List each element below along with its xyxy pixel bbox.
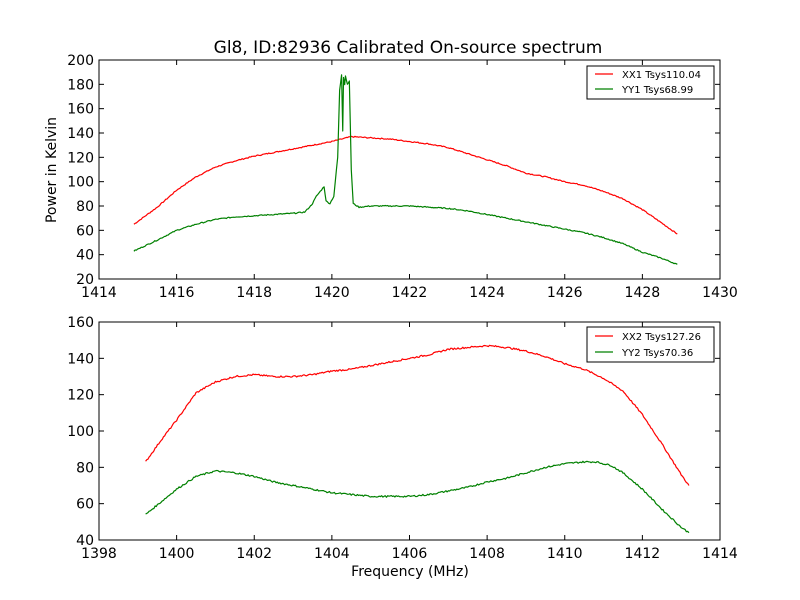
- bottom-plot-ticks: 1398 1400 1402 1404 1406 1408 1410 1412 1414 40 60…: [67, 315, 738, 562]
- top-series-line-xx1: [133, 135, 678, 235]
- bottom-series-line-yy2: [145, 460, 690, 534]
- bottom-legend: XX2 Tsys127.26 YY2 Tsys70.36: [586, 326, 715, 363]
- top-y-axis-label: Power in Kelvin: [44, 117, 60, 223]
- top-x-tick-label: 1420: [314, 285, 350, 301]
- bottom-y-tick-label: 160: [67, 315, 94, 331]
- top-y-tick-label: 60: [76, 223, 94, 239]
- top-x-tick-label: 1430: [702, 285, 738, 301]
- bottom-legend-label-yy2: YY2 Tsys70.36: [621, 348, 693, 359]
- top-series-line-yy1: [133, 74, 678, 265]
- top-y-tick-label: 120: [67, 150, 94, 166]
- bottom-x-tick-label: 1412: [625, 546, 661, 562]
- bottom-y-tick-label: 120: [67, 388, 94, 404]
- top-plot-lines: [133, 74, 678, 265]
- top-x-tick-label: 1426: [547, 285, 583, 301]
- bottom-y-tick-label: 60: [76, 497, 94, 513]
- bottom-x-tick-label: 1410: [547, 546, 583, 562]
- bottom-y-tick-label: 140: [67, 351, 94, 367]
- top-legend: XX1 Tsys110.04 YY1 Tsys68.99: [586, 65, 715, 100]
- bottom-x-tick-label: 1402: [236, 546, 272, 562]
- bottom-legend-box: [586, 326, 715, 363]
- bottom-x-axis-label: Frequency (MHz): [351, 564, 469, 580]
- top-x-tick-label: 1418: [236, 285, 272, 301]
- top-y-tick-label: 140: [67, 126, 94, 142]
- top-x-tick-label: 1416: [159, 285, 195, 301]
- bottom-x-tick-label: 1408: [469, 546, 505, 562]
- bottom-x-tick-label: 1398: [81, 546, 117, 562]
- chart-title: Gl8, ID:82936 Calibrated On-source spect…: [214, 38, 603, 58]
- top-plot-ticks: 1414 1416 1418 1420 1422 1424 1426 1428 1430 20 40…: [67, 53, 738, 301]
- bottom-series-line-xx2: [145, 344, 690, 486]
- top-x-tick-label: 1424: [469, 285, 505, 301]
- top-y-tick-label: 20: [76, 272, 94, 288]
- top-y-tick-label: 80: [76, 199, 94, 215]
- bottom-plot: 1398 1400 1402 1404 1406 1408 1410 1412 1414 40 60…: [67, 315, 738, 580]
- bottom-x-tick-label: 1404: [314, 546, 350, 562]
- top-plot: 1414 1416 1418 1420 1422 1424 1426 1428 1430 20 40…: [44, 53, 738, 301]
- bottom-x-tick-label: 1400: [159, 546, 195, 562]
- top-y-tick-label: 40: [76, 248, 94, 264]
- bottom-y-tick-label: 40: [76, 533, 94, 549]
- bottom-legend-label-xx2: XX2 Tsys127.26: [622, 332, 701, 343]
- bottom-y-tick-label: 80: [76, 460, 94, 476]
- top-y-tick-label: 100: [67, 175, 94, 191]
- bottom-x-tick-label: 1406: [392, 546, 428, 562]
- top-y-tick-label: 200: [67, 53, 94, 69]
- top-x-tick-label: 1428: [625, 285, 661, 301]
- top-legend-label-yy1: YY1 Tsys68.99: [621, 85, 693, 96]
- bottom-plot-lines: [145, 344, 690, 534]
- top-y-tick-label: 160: [67, 102, 94, 118]
- top-legend-box: [586, 65, 715, 100]
- bottom-x-tick-label: 1414: [702, 546, 738, 562]
- bottom-y-tick-label: 100: [67, 424, 94, 440]
- top-y-tick-label: 180: [67, 77, 94, 93]
- top-x-tick-label: 1414: [81, 285, 117, 301]
- top-x-tick-label: 1422: [392, 285, 428, 301]
- top-legend-label-xx1: XX1 Tsys110.04: [622, 70, 701, 81]
